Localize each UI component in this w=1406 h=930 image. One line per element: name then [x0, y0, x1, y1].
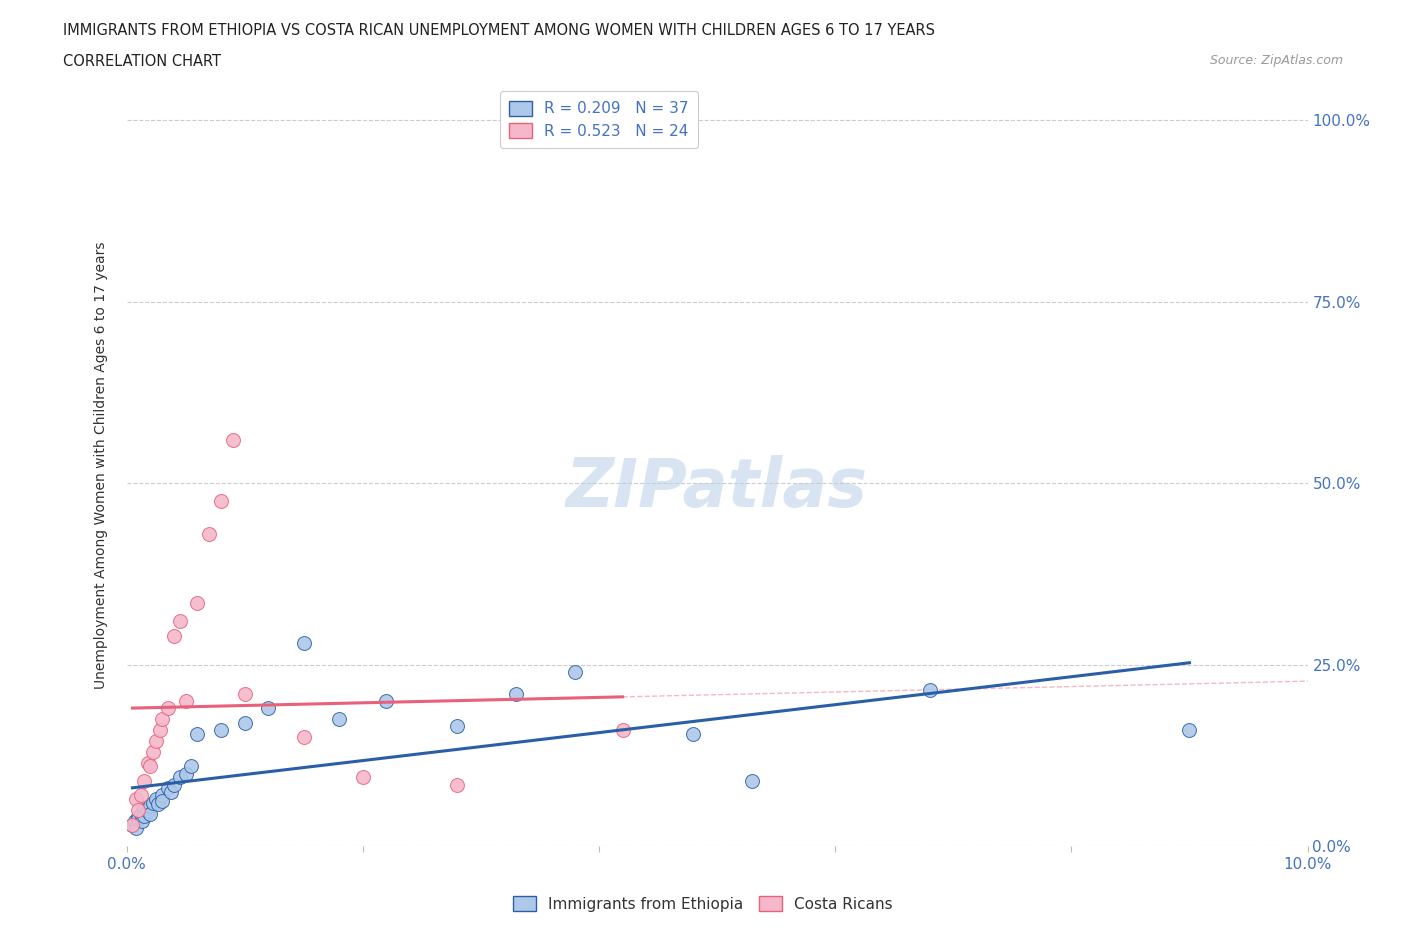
- Point: [160, 784, 183, 799]
- Point: [564, 665, 586, 680]
- Point: [156, 701, 179, 716]
- Point: [1178, 723, 1201, 737]
- Point: [129, 788, 152, 803]
- Point: [121, 817, 143, 832]
- Point: [163, 777, 186, 792]
- Point: [127, 810, 149, 825]
- Point: [257, 701, 280, 716]
- Point: [145, 791, 167, 806]
- Point: [127, 811, 149, 826]
- Point: [918, 683, 941, 698]
- Point: [209, 723, 232, 737]
- Point: [150, 711, 173, 726]
- Point: [134, 808, 156, 823]
- Point: [186, 726, 208, 741]
- Point: [129, 806, 152, 821]
- Legend: Immigrants from Ethiopia, Costa Ricans: Immigrants from Ethiopia, Costa Ricans: [508, 889, 898, 918]
- Point: [174, 766, 197, 781]
- Point: [131, 814, 153, 829]
- Point: [145, 734, 167, 749]
- Point: [180, 759, 202, 774]
- Point: [136, 804, 159, 819]
- Point: [186, 595, 208, 610]
- Point: [150, 788, 173, 803]
- Text: IMMIGRANTS FROM ETHIOPIA VS COSTA RICAN UNEMPLOYMENT AMONG WOMEN WITH CHILDREN A: IMMIGRANTS FROM ETHIOPIA VS COSTA RICAN …: [63, 23, 935, 38]
- Point: [121, 817, 143, 832]
- Point: [148, 797, 170, 812]
- Point: [150, 794, 173, 809]
- Point: [125, 820, 148, 835]
- Point: [124, 814, 146, 829]
- Point: [446, 719, 468, 734]
- Point: [198, 526, 221, 541]
- Point: [222, 432, 245, 447]
- Point: [612, 723, 634, 737]
- Point: [141, 795, 163, 810]
- Point: [741, 774, 763, 789]
- Point: [505, 686, 527, 701]
- Point: [139, 806, 162, 821]
- Point: [125, 791, 148, 806]
- Point: [328, 711, 350, 726]
- Point: [149, 723, 172, 737]
- Point: [127, 803, 149, 817]
- Point: [682, 726, 704, 741]
- Point: [292, 635, 315, 650]
- Point: [375, 694, 398, 709]
- Point: [134, 803, 156, 817]
- Y-axis label: Unemployment Among Women with Children Ages 6 to 17 years: Unemployment Among Women with Children A…: [94, 241, 108, 689]
- Point: [352, 770, 374, 785]
- Legend: R = 0.209   N = 37, R = 0.523   N = 24: R = 0.209 N = 37, R = 0.523 N = 24: [501, 91, 697, 148]
- Point: [134, 774, 156, 789]
- Point: [446, 777, 468, 792]
- Point: [163, 629, 186, 644]
- Point: [169, 770, 191, 785]
- Point: [233, 686, 256, 701]
- Point: [233, 715, 256, 730]
- Text: CORRELATION CHART: CORRELATION CHART: [63, 54, 221, 69]
- Point: [136, 755, 159, 770]
- Point: [139, 799, 162, 814]
- Text: ZIPatlas: ZIPatlas: [567, 455, 868, 521]
- Point: [174, 694, 197, 709]
- Point: [292, 730, 315, 745]
- Point: [139, 759, 162, 774]
- Point: [169, 614, 191, 629]
- Point: [209, 494, 232, 509]
- Point: [156, 781, 179, 796]
- Point: [141, 744, 163, 759]
- Text: Source: ZipAtlas.com: Source: ZipAtlas.com: [1209, 54, 1343, 67]
